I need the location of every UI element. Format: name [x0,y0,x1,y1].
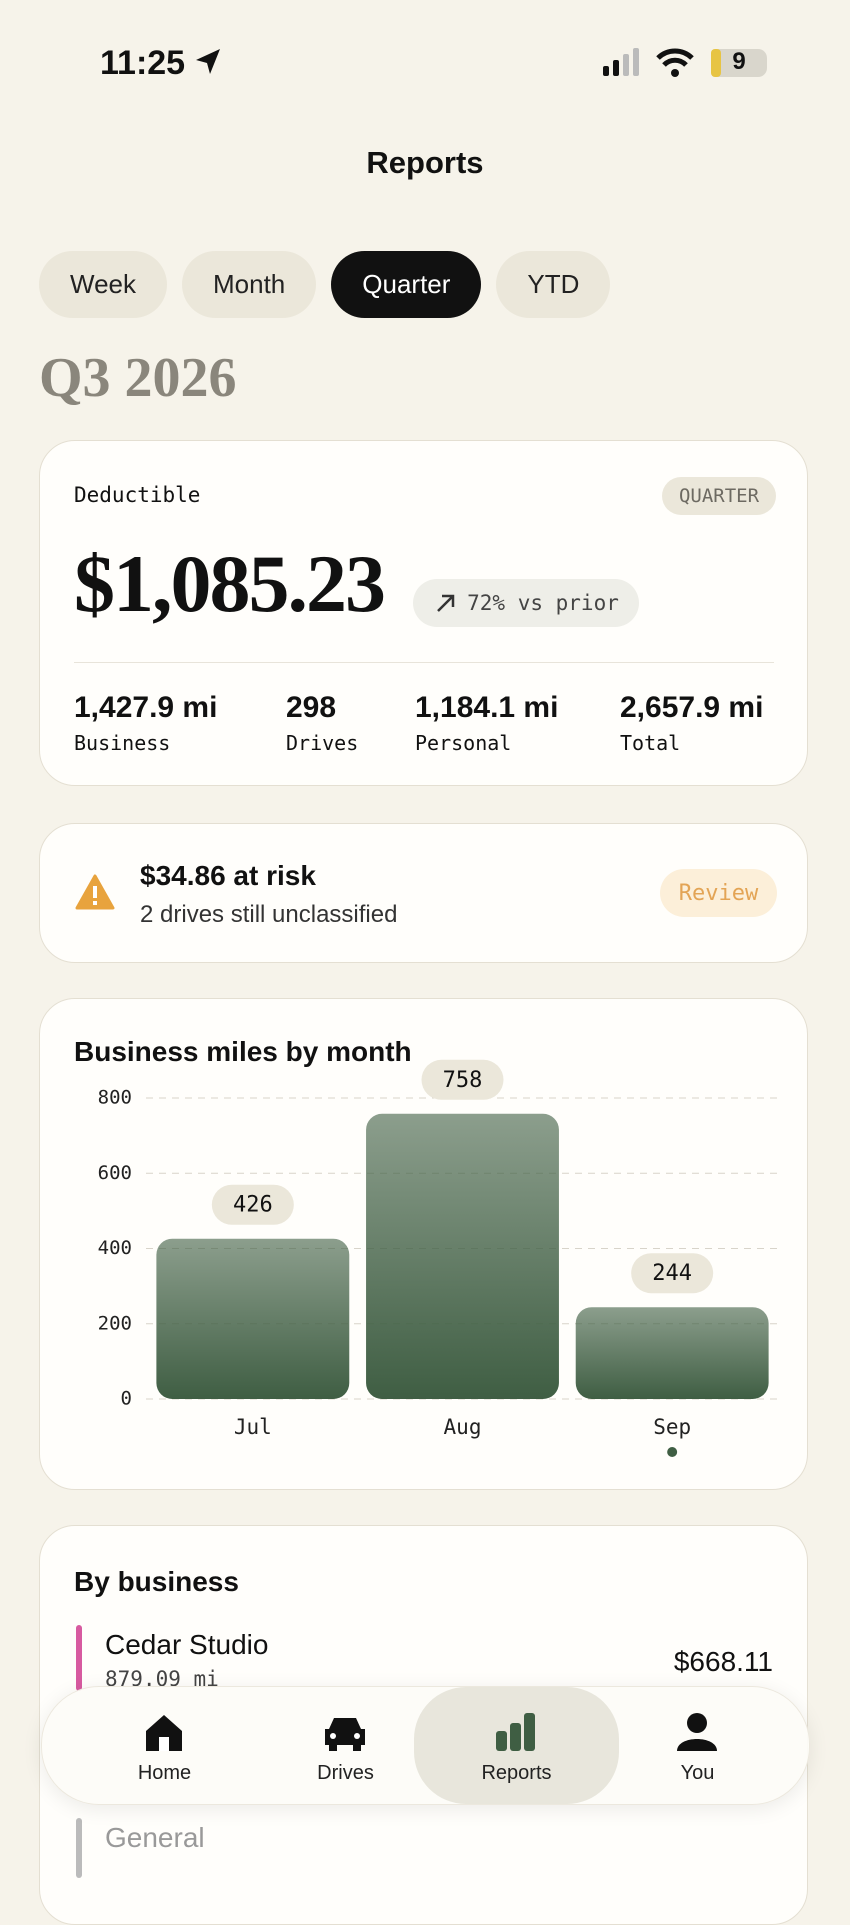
x-tick-label: Aug [444,1415,482,1439]
nav-item[interactable]: Reports [414,1687,619,1804]
nav-item[interactable]: You [595,1687,800,1804]
chart: 0 200 400 600 800 Jul 426 Aug 758 Sep 244 [98,1059,777,1457]
summary-card: Deductible QUARTER $1,085.23 72% vs prio… [39,440,808,786]
tab[interactable]: Week [39,251,167,318]
tab-navigation: Home Drives Reports You [41,1686,810,1805]
stat-value: 1,184.1 mi [415,691,559,724]
stat-value: 2,657.9 mi [620,691,764,724]
chart-title: Business miles by month [74,1036,412,1067]
stat-label: Total [620,731,681,755]
business-amount: $668.11 [673,1646,773,1677]
x-tick-label: Sep [653,1415,691,1439]
status-icons [603,48,767,77]
business-name: General [105,1822,205,1853]
stats-row: 1,427.9 mi Business 298 Drives 1,184.1 mi Per… [40,691,807,761]
stat-label: Personal [415,731,512,755]
y-tick-label: 200 [98,1312,132,1334]
summary-label: Deductible [74,483,201,507]
y-tick-label: 600 [98,1162,132,1184]
alert-subtitle: 2 drives still unclassified [140,901,398,928]
trend-icon [437,594,455,612]
warning-icon [75,874,115,910]
status-time: 11:25 [100,44,186,82]
value-label: 244 [652,1261,692,1286]
alert-title: $34.86 at risk [140,860,316,891]
x-tick-label: Jul [234,1415,272,1439]
nav-label: Home [137,1762,192,1784]
bar [156,1238,350,1399]
period-badge: QUARTER [662,477,776,515]
value-label: 426 [233,1193,273,1218]
screen: 11:25 9 Reports Week Month Quarter YTD Q3 2… [39,44,810,1925]
divider [74,662,774,663]
change-pill: 72% vs prior [413,579,639,627]
chart-card: Business miles by month 0 200 400 600 800 Jul… [39,998,808,1490]
value-label-bg [421,1059,504,1100]
review-button[interactable]: Review [660,869,777,917]
nav-label: You [680,1762,715,1784]
tab-bar: Week Month Quarter YTD [39,251,611,318]
nav-icon [146,1715,182,1751]
tab[interactable]: Month [182,251,317,318]
period-title: Q3 2026 [39,347,237,409]
stat-label: Drives [286,731,359,755]
tab[interactable]: Quarter [331,251,482,318]
nav-item[interactable]: Drives [243,1687,448,1804]
battery-level: 9 [732,48,746,75]
page-title: Reports [366,145,484,180]
nav-label: Reports [481,1762,552,1784]
stat-value: 1,427.9 mi [74,691,218,724]
value-label-bg [631,1253,714,1294]
location-icon [196,49,220,74]
bar [366,1113,559,1399]
current-month-dot [667,1447,678,1457]
stat-value: 298 [286,691,337,724]
y-tick-label: 0 [121,1388,132,1410]
business-color [76,1818,82,1878]
nav-icon [677,1713,717,1751]
business-name: Cedar Studio [105,1629,269,1660]
value-label: 758 [443,1068,483,1093]
tab[interactable]: YTD [496,251,611,318]
nav-item[interactable]: Home [62,1687,267,1804]
nav-label: Drives [317,1762,374,1784]
y-tick-label: 400 [98,1237,132,1259]
deductible-amount: $1,085.23 [74,538,386,629]
value-label-bg [211,1184,294,1225]
business-title: By business [74,1566,239,1597]
bar [575,1307,769,1399]
nav-icon [496,1713,535,1751]
alert-card: $34.86 at risk 2 drives still unclassifi… [39,823,808,963]
nav-icon [325,1718,365,1751]
business-color [76,1625,82,1691]
change-text: 72% vs prior [467,591,619,615]
stat-label: Business [74,731,171,755]
y-tick-label: 800 [98,1087,132,1109]
